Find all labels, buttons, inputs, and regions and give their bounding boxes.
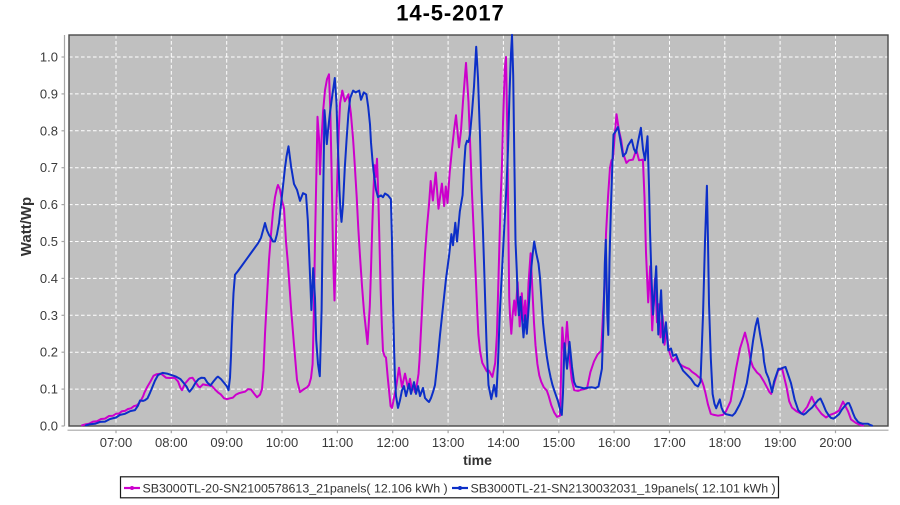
svg-text:0.4: 0.4 — [40, 271, 58, 286]
svg-text:0.0: 0.0 — [40, 419, 58, 434]
svg-text:07:00: 07:00 — [100, 435, 133, 450]
svg-text:0.8: 0.8 — [40, 123, 58, 138]
svg-text:0.9: 0.9 — [40, 86, 58, 101]
svg-text:14-5-2017: 14-5-2017 — [396, 1, 504, 26]
svg-text:0.5: 0.5 — [40, 234, 58, 249]
svg-text:Watt/Wp: Watt/Wp — [18, 197, 35, 256]
svg-text:1.0: 1.0 — [40, 50, 58, 65]
svg-text:20:00: 20:00 — [819, 435, 852, 450]
svg-text:09:00: 09:00 — [210, 435, 243, 450]
svg-text:11:00: 11:00 — [322, 435, 354, 450]
svg-text:0.6: 0.6 — [40, 197, 58, 212]
svg-text:19:00: 19:00 — [764, 435, 797, 450]
svg-text:0.2: 0.2 — [40, 345, 58, 360]
svg-text:17:00: 17:00 — [653, 435, 686, 450]
svg-text:14:00: 14:00 — [487, 435, 520, 450]
svg-text:SB3000TL-20-SN2100578613_21pan: SB3000TL-20-SN2100578613_21panels( 12.10… — [143, 481, 448, 495]
svg-text:10:00: 10:00 — [266, 435, 299, 450]
svg-text:18:00: 18:00 — [709, 435, 742, 450]
svg-text:08:00: 08:00 — [155, 435, 188, 450]
svg-text:0.7: 0.7 — [40, 160, 58, 175]
svg-text:time: time — [463, 452, 492, 468]
svg-text:0.1: 0.1 — [40, 382, 58, 397]
svg-text:SB3000TL-21-SN2130032031_19pan: SB3000TL-21-SN2130032031_19panels( 12.10… — [471, 481, 776, 495]
svg-text:13:00: 13:00 — [432, 435, 465, 450]
svg-text:12:00: 12:00 — [376, 435, 409, 450]
svg-text:16:00: 16:00 — [598, 435, 631, 450]
svg-text:0.3: 0.3 — [40, 308, 58, 323]
svg-text:15:00: 15:00 — [543, 435, 576, 450]
